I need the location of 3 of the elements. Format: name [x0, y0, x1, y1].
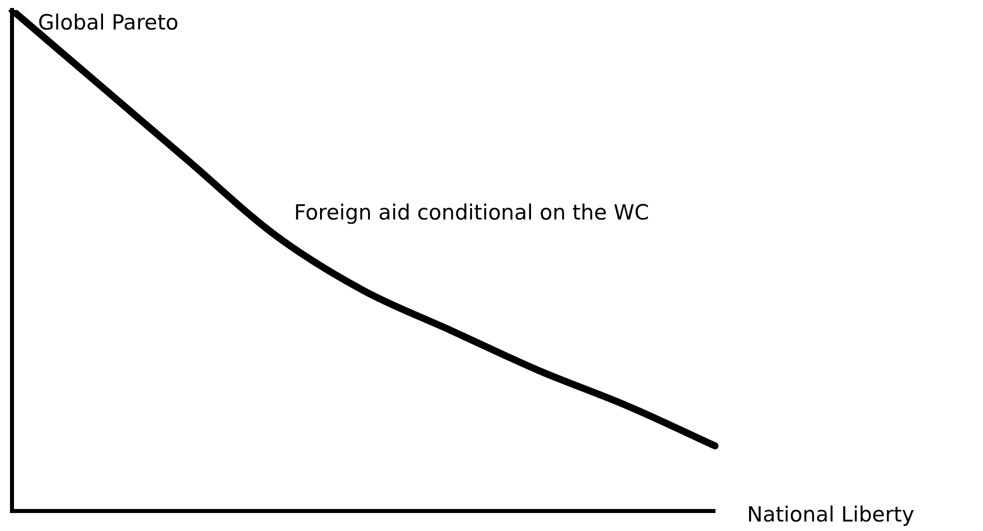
y-axis-title: Global Pareto — [38, 10, 178, 34]
annotation: Foreign aid conditional on the WC — [294, 200, 650, 224]
x-axis-title: National Liberty — [747, 502, 914, 526]
